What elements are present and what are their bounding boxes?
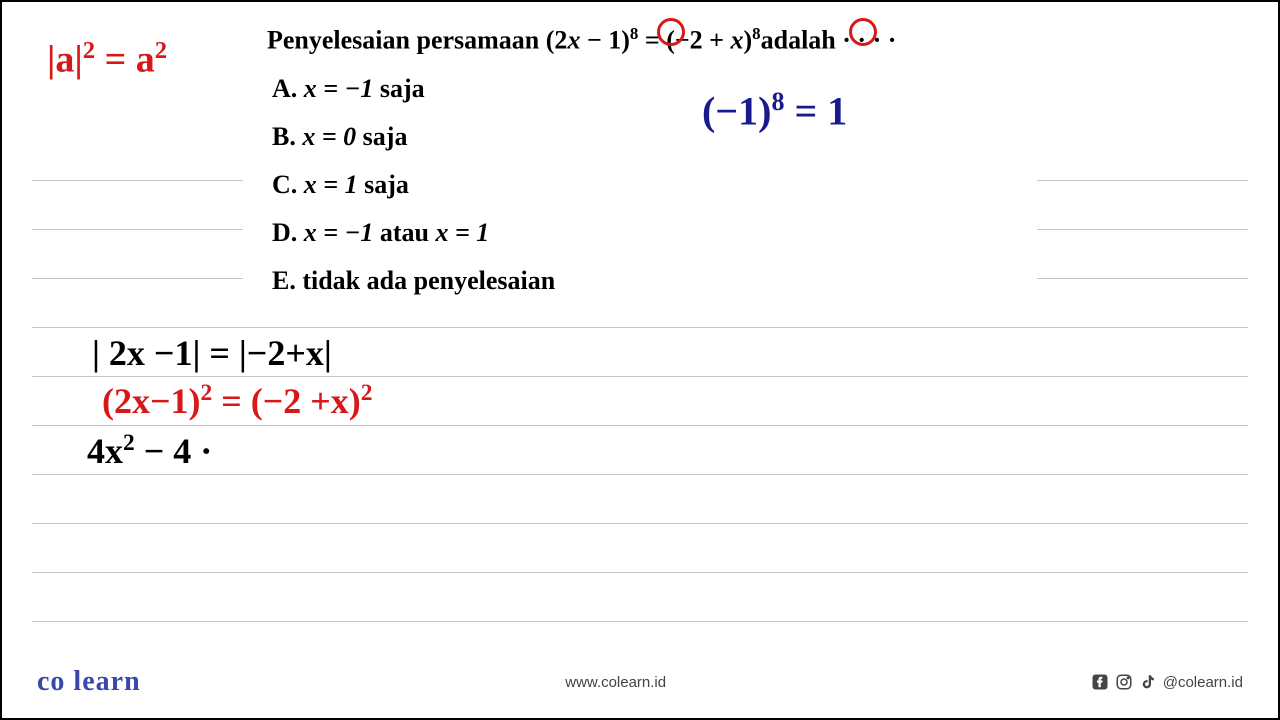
- formula-exp: 2: [83, 37, 95, 64]
- red-work-line2: (2x−1)2 = (−2 +x)2: [102, 380, 372, 422]
- option-c: C. x = 1 saja: [272, 170, 409, 200]
- option-label: B.: [272, 122, 302, 151]
- option-math: x = −1: [304, 218, 374, 247]
- black-work-line1: | 2x −1| = |−2+x|: [92, 332, 332, 374]
- option-b: B. x = 0 saja: [272, 122, 407, 152]
- red-circle-annotation: [849, 18, 877, 46]
- formula-text: 4x: [87, 431, 123, 471]
- formula-text: = (−2 +x): [212, 381, 361, 421]
- formula-text: = 1: [784, 88, 847, 133]
- option-d: D. x = −1 atau x = 1: [272, 218, 489, 248]
- formula-text: | 2x −1| = |−2+x|: [92, 333, 332, 373]
- option-e: E. tidak ada penyelesaian: [272, 266, 555, 296]
- option-text: tidak ada penyelesaian: [302, 266, 555, 295]
- formula-exp: 8: [771, 87, 784, 116]
- facebook-icon: [1091, 673, 1109, 691]
- formula-exp: 2: [361, 380, 373, 406]
- option-text: saja: [358, 170, 409, 199]
- option-math: x = 1: [304, 170, 358, 199]
- formula-text: = a: [95, 39, 155, 81]
- option-label: E.: [272, 266, 302, 295]
- question-prefix: Penyelesaian persamaan: [267, 26, 546, 55]
- equation-part: ): [743, 26, 752, 55]
- social-handle: @colearn.id: [1163, 674, 1243, 691]
- option-math: x = 0: [302, 122, 356, 151]
- formula-exp: 2: [123, 430, 135, 456]
- equation-var: x: [567, 26, 580, 55]
- rule-line: [32, 278, 243, 279]
- rule-line: [32, 327, 1248, 328]
- rule-line: [1037, 180, 1248, 181]
- option-math: x = −1: [304, 74, 374, 103]
- rule-line: [32, 474, 1248, 475]
- footer: co learn www.colearn.id @colearn.id: [2, 666, 1278, 698]
- rule-line: [32, 425, 1248, 426]
- brand-logo: co learn: [37, 666, 141, 698]
- option-text: atau: [373, 218, 435, 247]
- option-a: A. x = −1 saja: [272, 74, 425, 104]
- instagram-icon: [1115, 673, 1133, 691]
- black-work-line3: 4x2 − 4 ·: [87, 430, 212, 472]
- rule-line: [1037, 229, 1248, 230]
- option-label: C.: [272, 170, 304, 199]
- equation-exp: 8: [752, 24, 760, 43]
- formula-exp: 2: [201, 380, 213, 406]
- rule-line: [32, 180, 243, 181]
- question-equation: Penyelesaian persamaan (2x − 1)8 = (−2 +…: [267, 24, 896, 56]
- rule-line: [32, 572, 1248, 573]
- formula-exp: 2: [155, 37, 167, 64]
- option-text: saja: [373, 74, 424, 103]
- blue-formula-annotation: (−1)8 = 1: [702, 87, 847, 134]
- red-circle-annotation: [657, 18, 685, 46]
- rule-line: [32, 376, 1248, 377]
- option-label: A.: [272, 74, 304, 103]
- formula-text: (2x−1): [102, 381, 201, 421]
- tiktok-icon: [1139, 673, 1157, 691]
- equation-var: x: [730, 26, 743, 55]
- option-label: D.: [272, 218, 304, 247]
- rule-line: [32, 523, 1248, 524]
- option-text: saja: [356, 122, 407, 151]
- rule-line: [32, 229, 243, 230]
- formula-text: (−1): [702, 88, 771, 133]
- equation-part: − 1): [580, 26, 629, 55]
- red-formula-annotation: |a|2 = a2: [47, 37, 167, 82]
- rule-line: [1037, 278, 1248, 279]
- page-container: |a|2 = a2 Penyelesaian persamaan (2x − 1…: [0, 0, 1280, 720]
- option-math: x = 1: [435, 218, 489, 247]
- social-links: @colearn.id: [1091, 673, 1243, 691]
- formula-text: |a|: [47, 39, 83, 81]
- rule-line: [32, 621, 1248, 622]
- equation-part: (2: [546, 26, 568, 55]
- website-url: www.colearn.id: [565, 674, 666, 691]
- formula-text: − 4 ·: [135, 431, 213, 471]
